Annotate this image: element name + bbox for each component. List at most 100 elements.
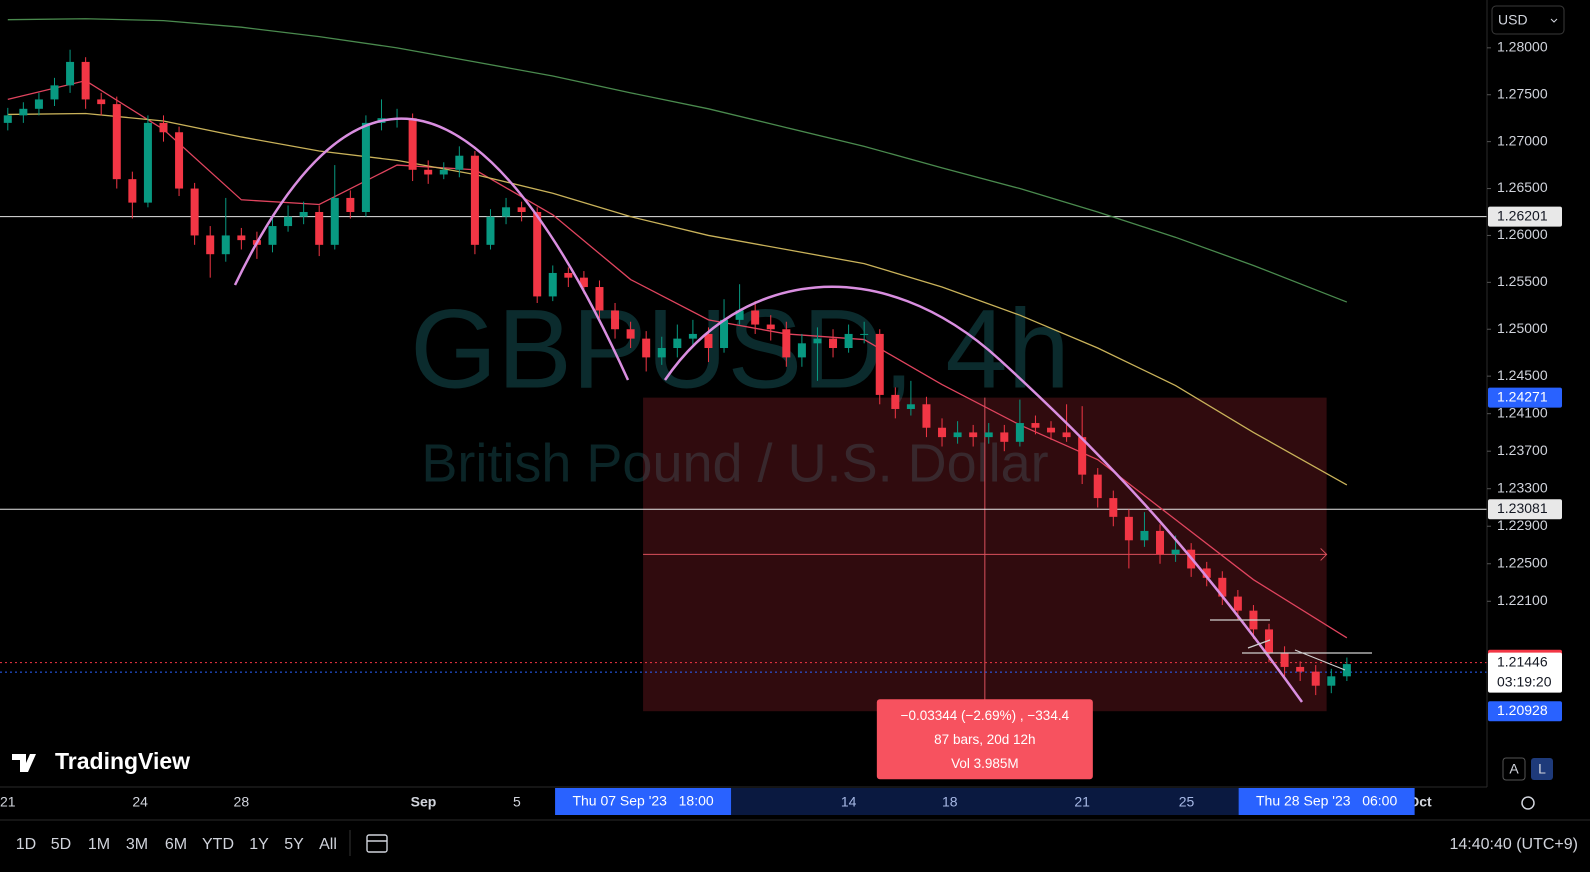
measure-arrowhead [1320, 548, 1328, 561]
candle-body [34, 99, 43, 109]
candle-body [190, 188, 199, 236]
candle-body [782, 329, 791, 358]
candle-body [439, 169, 448, 175]
arc-drawing [663, 285, 1304, 703]
candle-body [533, 211, 542, 297]
auto-label: A [1509, 761, 1519, 777]
candle-body [626, 329, 635, 339]
candle-layer [3, 49, 1351, 696]
time-band [731, 788, 1239, 815]
measure-bottom-label: 1.20928 [1497, 702, 1548, 718]
measure-layer [643, 397, 1328, 712]
x-tick-label: 5 [513, 794, 521, 810]
candle-body [1202, 568, 1211, 578]
measure-tooltip-line: 87 bars, 20d 12h [934, 732, 1035, 747]
measure-top-label-box [1488, 387, 1562, 408]
candle-body [1140, 530, 1149, 541]
candle-body [564, 272, 573, 278]
log-button[interactable] [1531, 758, 1553, 780]
pattern-drawing [1210, 619, 1372, 671]
candle-body [1156, 530, 1165, 555]
candle-body [984, 432, 993, 438]
candle-body [860, 333, 869, 335]
candle-body [751, 310, 760, 325]
y-tick-label: 1.28000 [1497, 39, 1548, 55]
candle-body [284, 216, 293, 227]
candle-body [688, 333, 697, 339]
hline-label: 1.26201 [1497, 207, 1548, 223]
y-tick-label: 1.22500 [1497, 554, 1548, 570]
candle-body [720, 319, 729, 349]
y-tick-label: 1.27500 [1497, 85, 1548, 101]
toolbar: 1D 5D 1M 3M 6M YTD 1Y 5Y All 14:40:40 (UTC+9) [16, 830, 1578, 856]
x-tick-label: 21 [1074, 794, 1090, 810]
auto-button[interactable] [1502, 757, 1526, 781]
range-button[interactable]: 1Y [249, 836, 269, 853]
candle-body [1280, 652, 1289, 667]
current-price-label-box [1488, 652, 1562, 693]
candle-body [657, 348, 666, 358]
candle-body [813, 338, 822, 344]
candle-body [938, 427, 947, 438]
candle-body [1078, 437, 1087, 475]
candle-body [1327, 676, 1336, 686]
time-highlight-label: Thu 28 Sep '23 06:00 [1256, 793, 1397, 809]
y-tick-label: 1.26500 [1497, 179, 1548, 195]
candle-body [237, 235, 246, 241]
candle-body [1218, 577, 1227, 597]
x-tick-label: 21 [0, 794, 16, 810]
currency-label[interactable]: USD [1498, 12, 1528, 28]
candle-body [579, 277, 588, 288]
candle-body [1124, 516, 1133, 541]
hline-label-box [1488, 206, 1562, 227]
range-button[interactable]: YTD [202, 836, 234, 853]
scale-buttons: A L [1502, 757, 1553, 781]
candle-body [486, 216, 495, 245]
moving-average [7, 112, 1348, 486]
x-tick-label: 14 [841, 794, 857, 810]
date-range-icon[interactable] [366, 834, 388, 853]
measure-top-label: 1.24271 [1497, 388, 1548, 404]
calendar-icon[interactable] [366, 834, 388, 853]
y-tick-label: 1.24100 [1497, 404, 1548, 420]
x-tick-label: 28 [234, 794, 250, 810]
watermark-description: British Pound / U.S. Dollar [421, 433, 1048, 493]
range-button[interactable]: 5Y [284, 836, 304, 853]
candle-body [455, 155, 464, 170]
range-button[interactable]: 6M [165, 836, 187, 853]
x-tick-label: 24 [132, 794, 148, 810]
x-tick-label: 18 [942, 794, 958, 810]
candle-body [1000, 432, 1009, 442]
candle-body [1265, 629, 1274, 653]
candle-body [159, 122, 168, 133]
candle-body [1171, 549, 1180, 555]
drawings [233, 117, 1372, 703]
range-button[interactable]: 1M [88, 836, 110, 853]
candle-body [408, 118, 417, 170]
candle-body [704, 333, 713, 349]
range-button[interactable]: 3M [126, 836, 148, 853]
candle-body [66, 61, 75, 86]
candle-body [3, 115, 12, 123]
candle-body [844, 333, 853, 349]
range-button[interactable]: 5D [51, 836, 71, 853]
range-button[interactable]: All [319, 836, 337, 853]
time-highlight-box [1238, 788, 1415, 815]
candle-body [1296, 666, 1305, 672]
time-highlight-label: Thu 07 Sep '23 18:00 [572, 793, 713, 809]
settings-icon[interactable] [1521, 796, 1535, 810]
currency-button[interactable]: USD [1491, 5, 1565, 35]
y-tick-label: 1.22900 [1497, 517, 1548, 533]
candle-body [1311, 671, 1320, 686]
measure-tooltip-line: −0.03344 (−2.69%) , −334.4 [901, 708, 1070, 723]
candle-body [548, 272, 557, 297]
candle-body [470, 155, 479, 245]
chevron [1550, 18, 1558, 23]
range-button[interactable]: 1D [16, 836, 36, 853]
candle-body [1233, 596, 1242, 611]
log-label: L [1538, 761, 1546, 777]
candle-body [1015, 423, 1024, 442]
currency-box[interactable] [1491, 5, 1565, 35]
measure-bottom-label-box [1488, 701, 1562, 722]
